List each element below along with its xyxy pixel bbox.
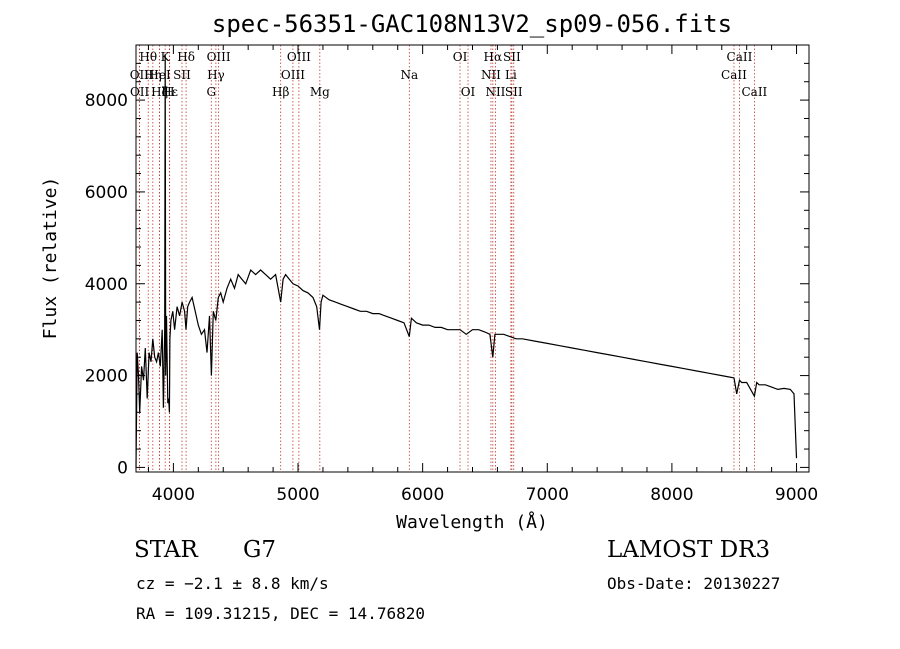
observation-date: Obs-Date: 20130227 <box>607 574 781 593</box>
line-label-26: SII <box>505 85 523 99</box>
line-label-1: OII <box>130 68 150 82</box>
redshift-cz: cz = −2.1 ± 8.8 km/s <box>136 574 329 593</box>
y-tick-label-8000: 8000 <box>85 91 128 111</box>
line-label-10: H <box>164 85 174 99</box>
y-axis-ticks: 0 2000 4000 6000 8000 <box>85 62 809 478</box>
line-label-2: OII <box>130 85 150 99</box>
y-tick-label-0: 0 <box>117 458 128 478</box>
x-tick-label-9000: 9000 <box>775 485 818 505</box>
line-label-17: Mg <box>310 85 330 99</box>
line-label-19: OI <box>453 50 468 64</box>
line-label-28: CaII <box>721 68 747 82</box>
x-axis-label: Wavelength (Å) <box>396 511 548 533</box>
x-tick-label-4000: 4000 <box>152 485 195 505</box>
plot-frame <box>135 44 810 473</box>
line-label-18: Na <box>400 68 418 82</box>
line-label-13: G <box>206 85 216 99</box>
line-label-5: Hζ <box>151 85 168 99</box>
y-tick-label-2000: 2000 <box>85 367 128 387</box>
spectral-line-labels: HθOIIOIIKHηHζHeIHεSIIHδHOIIIHγGOIIIOIIIH… <box>130 50 768 99</box>
x-tick-label-6000: 6000 <box>401 485 444 505</box>
coordinates: RA = 109.31215, DEC = 14.76820 <box>136 604 425 623</box>
line-label-16: Hβ <box>272 85 289 99</box>
x-axis-ticks: 4000 5000 6000 7000 8000 9000 <box>147 45 818 505</box>
y-axis-label: Flux (relative) <box>40 177 61 340</box>
line-label-22: SII <box>503 50 521 64</box>
x-tick-label-7000: 7000 <box>526 485 569 505</box>
line-label-15: OIII <box>281 68 305 82</box>
spectral-line-markers <box>138 45 755 472</box>
line-label-23: NII <box>481 68 501 82</box>
line-label-8: SII <box>173 68 191 82</box>
x-tick-label-5000: 5000 <box>276 485 319 505</box>
survey-name: LAMOST DR3 <box>607 537 771 563</box>
object-class: STAR <box>134 537 198 563</box>
line-label-21: Hα <box>484 50 503 64</box>
line-label-24: Li <box>505 68 517 82</box>
line-label-20: OI <box>461 85 476 99</box>
line-label-14: OIII <box>287 50 311 64</box>
line-label-0: Hθ <box>139 50 157 64</box>
line-label-6: HeI <box>148 68 171 82</box>
line-label-27: CaII <box>727 50 753 64</box>
line-label-4: Hη <box>144 68 162 82</box>
object-subclass: G7 <box>243 537 277 563</box>
flux-series-line <box>135 54 798 468</box>
line-label-29: CaII <box>741 85 767 99</box>
line-label-9: Hδ <box>177 50 195 64</box>
chart-title: spec-56351-GAC108N13V2_sp09-056.fits <box>212 10 732 38</box>
y-tick-label-4000: 4000 <box>85 275 128 295</box>
line-label-11: OIII <box>207 50 231 64</box>
y-tick-label-6000: 6000 <box>85 183 128 203</box>
line-label-12: Hγ <box>207 68 225 82</box>
x-tick-label-8000: 8000 <box>650 485 693 505</box>
line-label-25: NII <box>485 85 505 99</box>
